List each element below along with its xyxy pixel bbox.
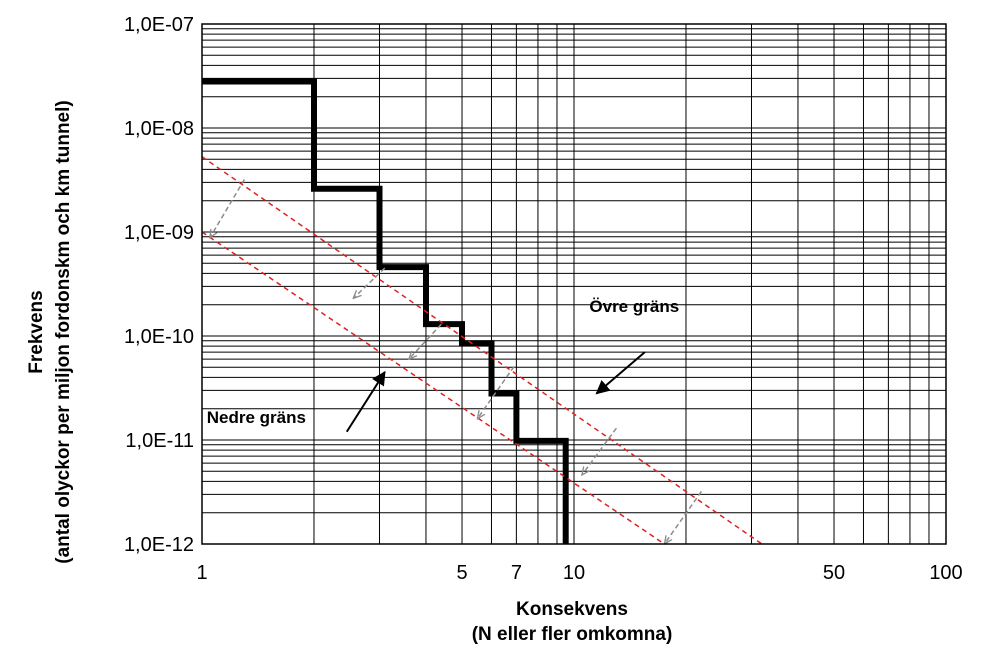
y-tick-label: 1,0E-11 — [125, 430, 194, 452]
shift-arrow — [409, 323, 442, 359]
annotations-layer: Övre gräns Nedre gräns — [207, 297, 679, 433]
x-tick-label: 100 — [929, 562, 962, 584]
upper-limit-line — [201, 156, 763, 545]
x-tick-label: 5 — [456, 562, 467, 584]
y-tick-label: 1,0E-08 — [124, 118, 194, 140]
shift-arrow — [210, 179, 246, 237]
x-tick-label: 1 — [196, 562, 207, 584]
shift-arrow — [477, 365, 515, 418]
shift-arrow — [582, 427, 617, 475]
y-tick-label: 1,0E-09 — [124, 222, 194, 244]
lower-limit-line — [201, 231, 665, 545]
x-tick-label: 10 — [563, 562, 585, 584]
x-tick-label: 7 — [511, 562, 522, 584]
grid-lines — [202, 24, 946, 544]
x-axis-title-line-2: (N eller fler omkomna) — [472, 624, 673, 645]
upper-limit-label: Övre gräns — [589, 297, 679, 316]
fn-step-curve — [202, 78, 569, 544]
x-axis-title-line-1: Konsekvens — [516, 599, 628, 620]
x-tick-labels: 1 5 7 10 50 100 — [196, 562, 962, 584]
y-tick-label: 1,0E-10 — [124, 326, 194, 348]
plot-frame — [201, 23, 947, 545]
y-tick-label: 1,0E-07 — [124, 14, 194, 36]
lower-limit-pointer-arrow — [345, 370, 386, 433]
shift-arrow — [664, 491, 702, 544]
y-tick-labels: 1,0E-12 1,0E-11 1,0E-10 1,0E-09 1,0E-08 1,0E-… — [124, 14, 194, 556]
x-tick-label: 50 — [823, 562, 845, 584]
upper-limit-pointer-arrow — [595, 351, 646, 395]
y-axis-title-line-1: Frekvens — [26, 290, 47, 373]
shift-arrows-layer — [210, 179, 702, 544]
series-layer — [201, 78, 763, 545]
shift-arrow — [353, 267, 386, 298]
lower-limit-label: Nedre gräns — [207, 408, 306, 427]
y-axis-title-line-2: (antal olyckor per miljon fordonskm och … — [53, 100, 74, 563]
y-tick-label: 1,0E-12 — [124, 534, 194, 556]
